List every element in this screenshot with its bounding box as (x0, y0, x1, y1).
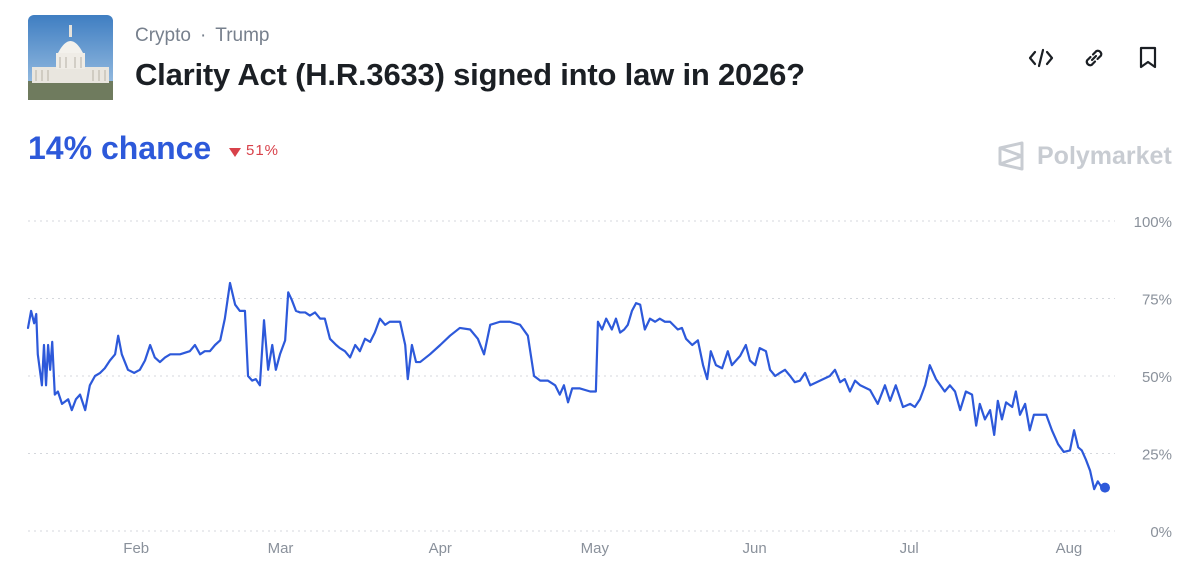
y-tick-label: 75% (1142, 292, 1172, 309)
breadcrumb[interactable]: Trump (215, 25, 270, 46)
y-tick-label: 100% (1134, 214, 1172, 231)
link-button[interactable] (1082, 46, 1106, 70)
x-tick-label: May (581, 540, 610, 557)
y-tick-label: 0% (1150, 524, 1172, 541)
embed-button[interactable] (1028, 46, 1054, 70)
down-arrow (229, 148, 241, 157)
x-tick-label: Feb (123, 540, 149, 557)
x-tick-label: Mar (268, 540, 294, 557)
breadcrumbs: Crypto · Trump (135, 25, 270, 46)
x-tick-label: Apr (429, 540, 452, 557)
x-tick-label: Aug (1056, 540, 1083, 557)
brand-name: Polymarket (1037, 142, 1172, 170)
change: 51% (246, 142, 280, 159)
breadcrumb[interactable]: Crypto (135, 25, 191, 46)
chart: 0% 25% 50% 75% 100% Feb Mar Apr May Jun Jul Aug (26, 214, 1172, 557)
y-tick-label: 50% (1142, 369, 1172, 386)
x-tick-label: Jun (742, 540, 766, 557)
price-line (26, 281, 1107, 491)
last-point (1100, 482, 1110, 493)
y-tick-label: 25% (1142, 447, 1172, 464)
market-title: Clarity Act (H.R.3633) signed into law i… (135, 57, 805, 92)
bookmark-button[interactable] (1137, 45, 1159, 71)
chance: 14% chance (28, 130, 212, 166)
x-tick-label: Jul (900, 540, 919, 557)
brand-logo (998, 141, 1024, 171)
market-thumbnail (28, 15, 113, 100)
